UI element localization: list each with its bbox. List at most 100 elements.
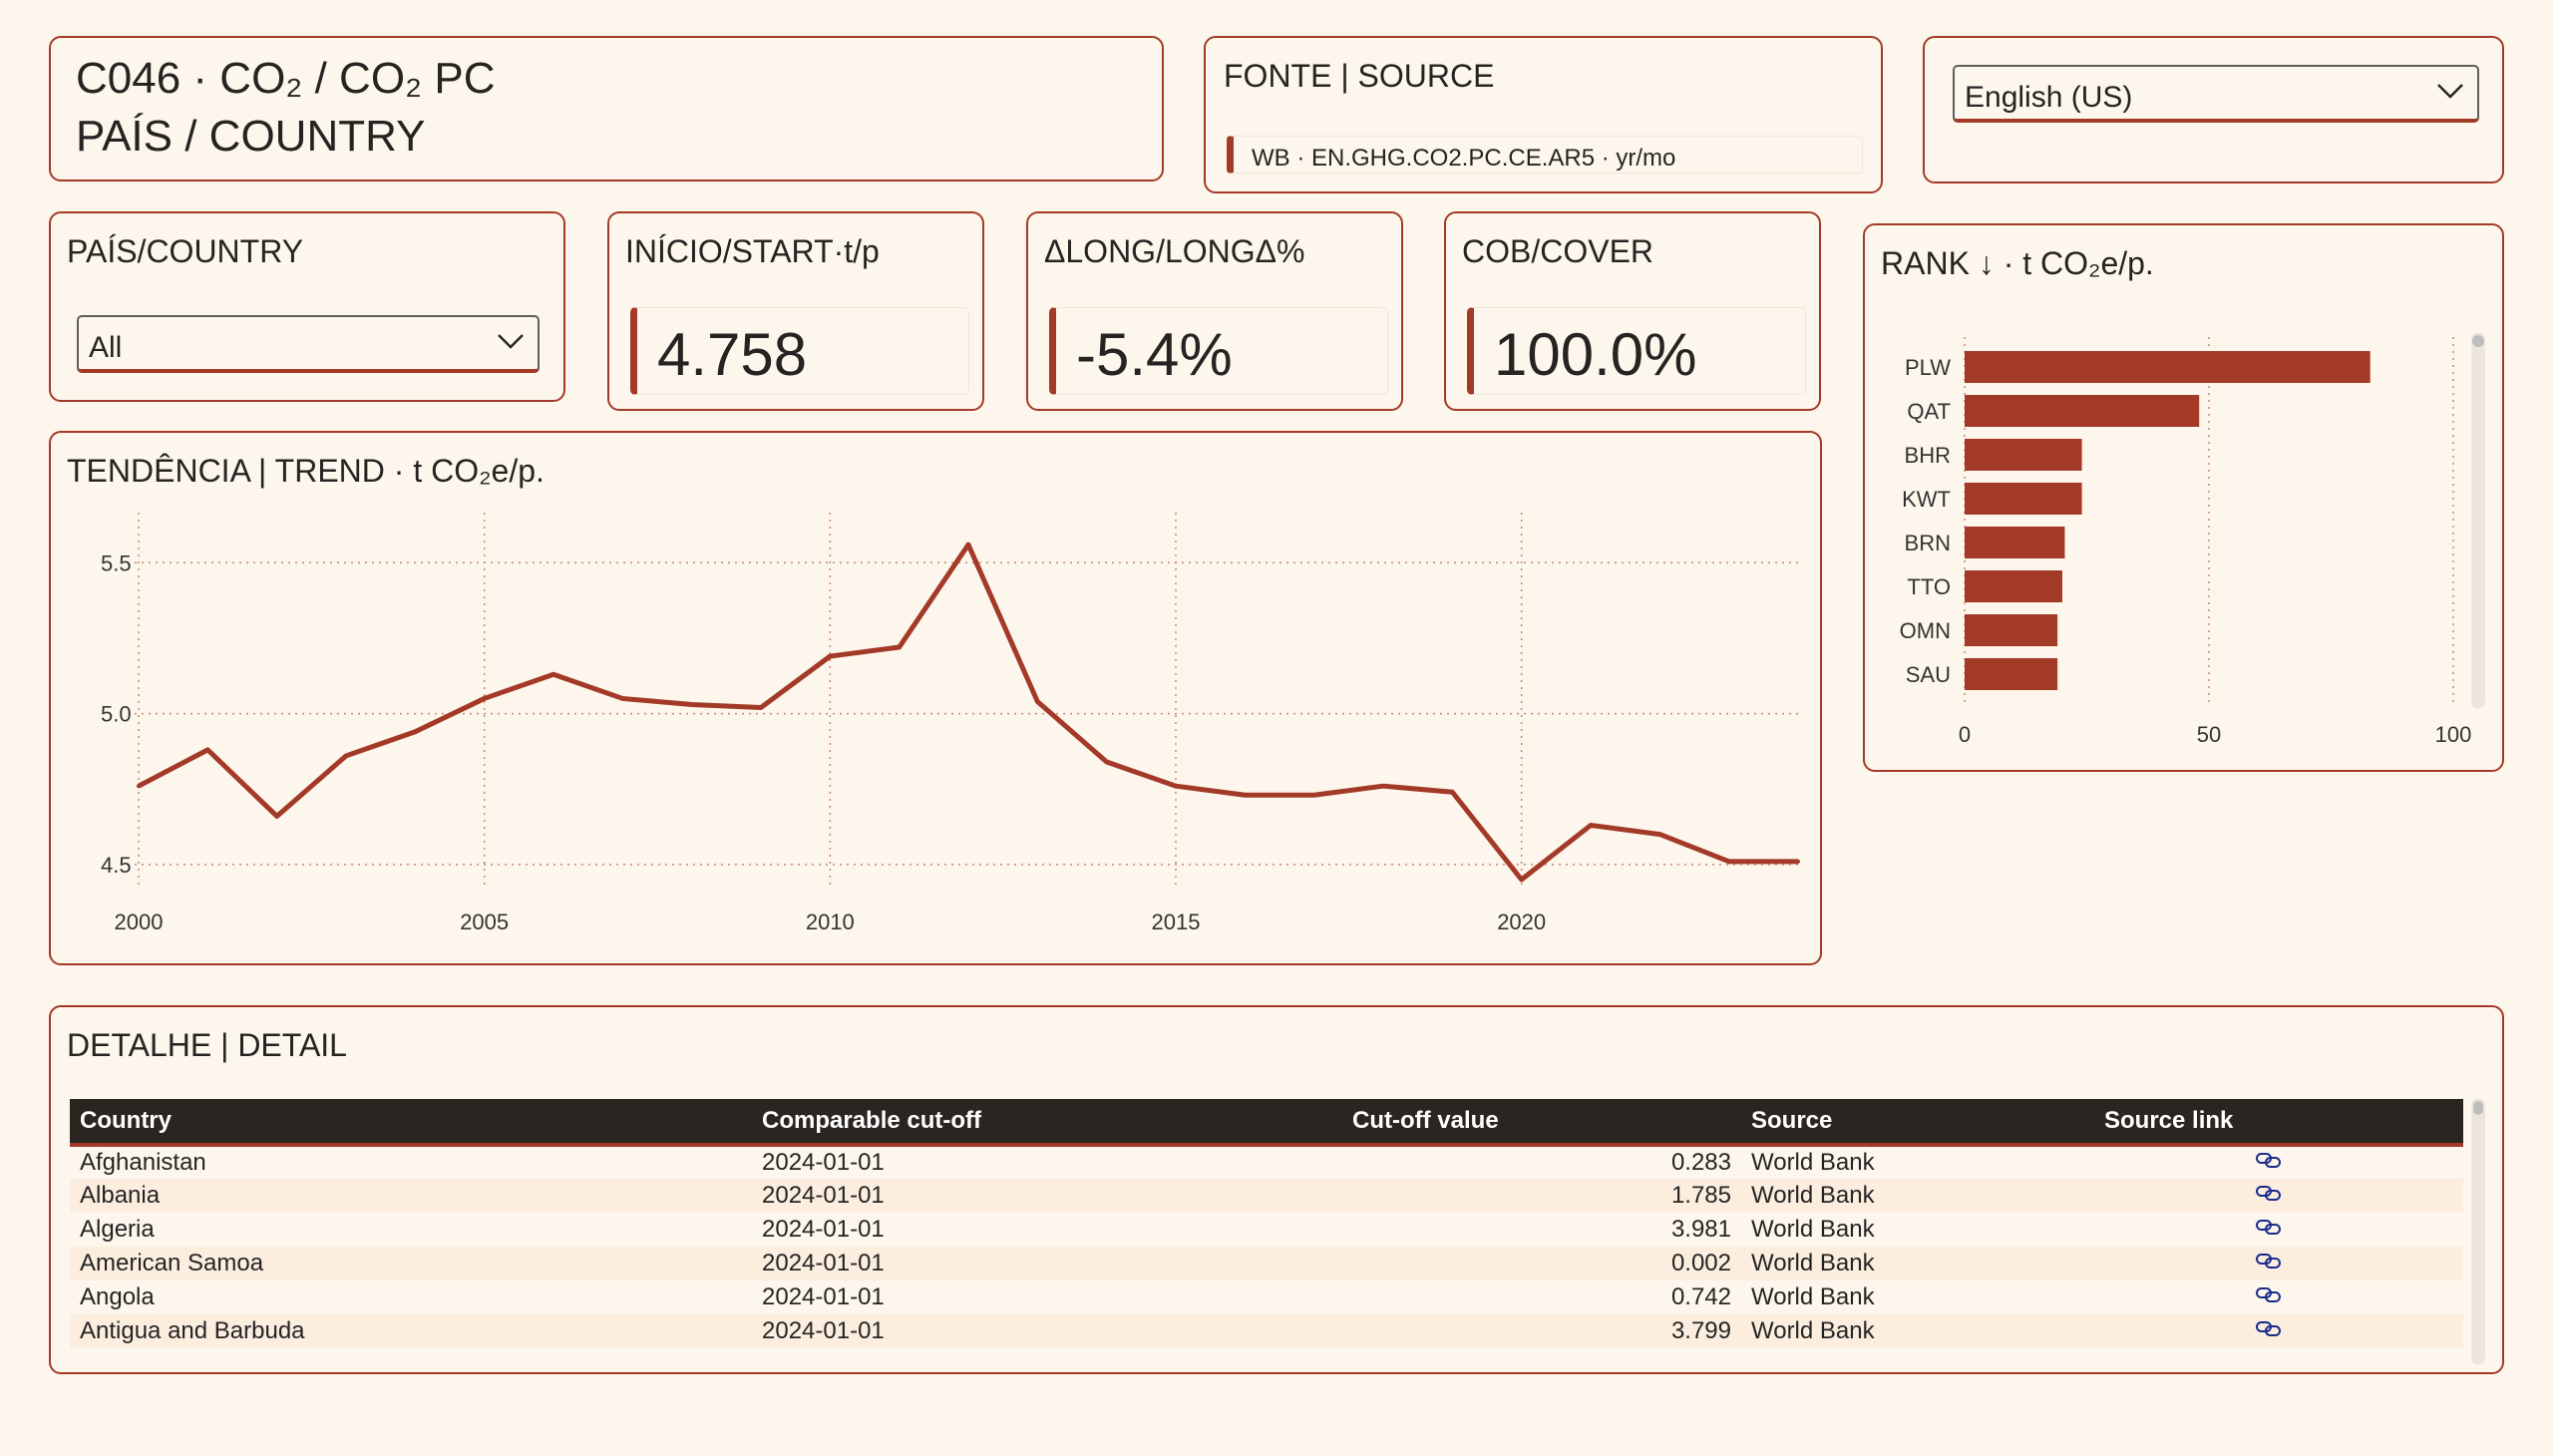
link-icon[interactable] [2255,1251,2283,1271]
report-subtitle: PAÍS / COUNTRY [76,112,426,161]
trend-data-point[interactable] [966,543,970,547]
detail-table: Country Comparable cut-off Cut-off value… [70,1099,2463,1348]
source-text: WB · EN.GHG.CO2.PC.CE.AR5 · yr/mo [1227,136,1863,174]
rank-scrollbar[interactable] [2471,333,2485,708]
cell-value: 0.283 [1670,1149,1731,1176]
trend-data-point[interactable] [413,729,418,734]
trend-data-point[interactable] [274,814,279,819]
table-row[interactable]: Algeria 2024-01-01 3.981 World Bank [70,1213,2463,1247]
rank-category-label: BRN [1905,531,1951,555]
trend-data-point[interactable] [551,672,555,677]
rank-category-label: TTO [1907,574,1951,599]
trend-data-point[interactable] [482,696,487,701]
language-dropdown[interactable]: English (US) [1953,65,2479,123]
link-icon[interactable] [2255,1217,2283,1237]
detail-table-card: DETALHE | DETAIL Country Comparable cut-… [49,1005,2504,1374]
rank-bar[interactable] [1965,658,2058,690]
rank-chart[interactable]: 0 50 100 PLW QAT BHR KWT BRN TTO OMN SAU [1865,225,2502,770]
link-icon[interactable] [2255,1284,2283,1304]
cell-country: Albania [80,1182,161,1209]
trend-data-point[interactable] [1174,784,1178,789]
trend-data-point[interactable] [897,644,902,649]
source-card: FONTE | SOURCE WB · EN.GHG.CO2.PC.CE.AR5… [1204,36,1883,193]
rank-bar[interactable] [1965,439,2082,471]
trend-data-point[interactable] [1519,878,1524,882]
country-filter-title: PAÍS/COUNTRY [67,233,304,269]
column-header-value[interactable]: Cut-off value [1342,1099,1741,1147]
country-filter-card: PAÍS/COUNTRY All [49,211,565,402]
cell-country: Algeria [80,1216,155,1243]
trend-data-point[interactable] [205,747,210,752]
kpi-start-title: INÍCIO/START·t/p [625,233,880,269]
cell-source-link [2094,1179,2463,1213]
kpi-start-card: INÍCIO/START·t/p 4.758 [607,211,984,411]
trend-data-point[interactable] [1243,793,1248,798]
column-header-link[interactable]: Source link [2094,1099,2463,1147]
cell-source: World Bank [1751,1250,1875,1276]
table-row[interactable]: American Samoa 2024-01-01 0.002 World Bank [70,1247,2463,1280]
trend-data-point[interactable] [689,702,694,707]
table-scrollbar[interactable] [2471,1099,2485,1364]
trend-series-line[interactable] [137,542,1798,883]
rank-bar[interactable] [1965,614,2058,646]
country-dropdown[interactable]: All [77,315,540,373]
x-tick-label: 100 [2435,722,2472,747]
cell-value: 1.785 [1670,1182,1731,1209]
rank-category-label: PLW [1905,355,1951,380]
cell-country: Angola [80,1283,155,1310]
trend-data-point[interactable] [1381,784,1385,789]
source-title: FONTE | SOURCE [1224,58,1495,94]
trend-data-point[interactable] [759,705,763,710]
rank-category-label: OMN [1900,618,1951,643]
trend-data-point[interactable] [1035,699,1040,704]
table-scrollbar-thumb[interactable] [2473,1101,2483,1115]
kpi-cover-value: 100.0% [1467,307,1806,395]
rank-bar[interactable] [1965,395,2200,427]
kpi-start-value: 4.758 [630,307,969,395]
table-row[interactable]: Afghanistan 2024-01-01 0.283 World Bank [70,1145,2463,1179]
cell-source-link [2094,1314,2463,1348]
x-tick-label: 2015 [1152,910,1201,934]
link-icon[interactable] [2255,1183,2283,1203]
trend-data-point[interactable] [1796,859,1800,864]
trend-data-point[interactable] [828,654,833,659]
trend-data-point[interactable] [344,753,348,758]
trend-chart[interactable]: 4.5 5.0 5.5 2000 2005 2010 2015 2020 [51,433,1820,963]
table-row[interactable]: Antigua and Barbuda 2024-01-01 3.799 World … [70,1314,2463,1348]
rank-category-label: QAT [1907,399,1951,424]
language-card: English (US) [1923,36,2504,183]
trend-data-point[interactable] [137,784,141,789]
trend-chart-card: TENDÊNCIA | TREND · t CO₂e/p. 4.5 5.0 5.5 2… [49,431,1822,965]
rank-bar[interactable] [1965,351,2371,383]
cell-source-link [2094,1247,2463,1280]
kpi-delta-value: -5.4% [1049,307,1388,395]
trend-data-point[interactable] [1311,793,1316,798]
column-header-cutoff[interactable]: Comparable cut-off [752,1099,1342,1147]
trend-data-point[interactable] [1450,790,1455,795]
rank-scrollbar-thumb[interactable] [2472,335,2484,347]
table-row[interactable]: Angola 2024-01-01 0.742 World Bank [70,1280,2463,1314]
chevron-down-icon [498,334,524,349]
x-tick-label: 2005 [460,910,509,934]
column-header-country[interactable]: Country [70,1099,752,1147]
cell-source: World Bank [1751,1182,1875,1209]
link-icon[interactable] [2255,1318,2283,1338]
trend-data-point[interactable] [1589,823,1593,828]
cell-source: World Bank [1751,1283,1875,1310]
column-header-source[interactable]: Source [1741,1099,2094,1147]
trend-data-point[interactable] [1104,759,1109,764]
trend-data-point[interactable] [620,696,625,701]
rank-bar[interactable] [1965,570,2062,602]
cell-source: World Bank [1751,1317,1875,1344]
link-icon[interactable] [2255,1150,2283,1170]
rank-bar[interactable] [1965,527,2065,558]
language-selected-value: English (US) [1965,81,2133,114]
rank-bar[interactable] [1965,483,2082,515]
y-tick-label: 4.5 [101,853,132,878]
trend-data-point[interactable] [1726,859,1731,864]
x-tick-label: 2010 [806,910,855,934]
table-row[interactable]: Albania 2024-01-01 1.785 World Bank [70,1179,2463,1213]
rank-chart-title: RANK ↓ · t CO₂e/p. [1881,245,2154,281]
trend-data-point[interactable] [1657,832,1662,837]
rank-category-label: SAU [1906,662,1951,687]
